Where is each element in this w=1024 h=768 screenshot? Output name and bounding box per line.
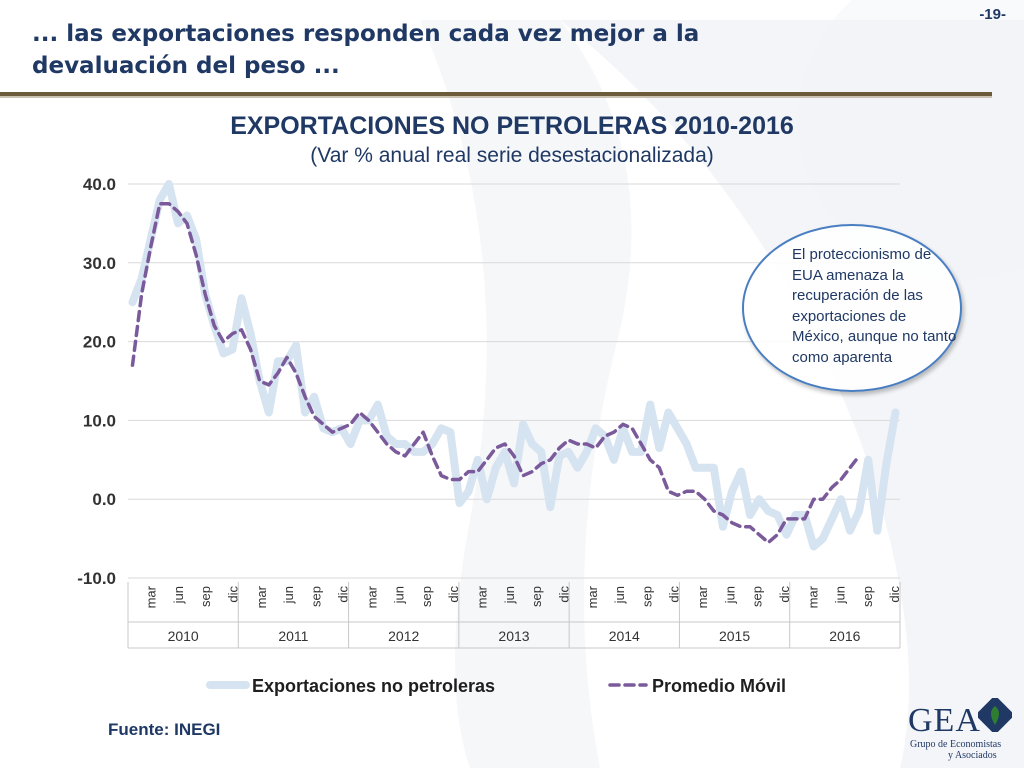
legend-label: Promedio Móvil xyxy=(652,676,786,696)
x-month-label: jun xyxy=(502,586,517,604)
x-month-label: jun xyxy=(612,586,627,604)
x-month-label: sep xyxy=(860,586,875,607)
logo-wordmark: GEA xyxy=(908,702,981,739)
legend-label: Exportaciones no petroleras xyxy=(252,676,495,696)
x-month-label: sep xyxy=(308,586,323,607)
x-month-label: jun xyxy=(833,586,848,604)
x-year-label: 2013 xyxy=(498,628,529,644)
x-year-label: 2015 xyxy=(719,628,750,644)
x-month-label: jun xyxy=(171,586,186,604)
x-month-label: sep xyxy=(419,586,434,607)
x-month-label: dic xyxy=(446,586,461,603)
x-month-label: mar xyxy=(585,585,600,608)
y-tick-label: 10.0 xyxy=(83,411,116,430)
y-tick-label: 20.0 xyxy=(83,333,116,352)
x-year-label: 2011 xyxy=(278,628,308,644)
x-month-label: dic xyxy=(777,586,792,603)
x-year-label: 2014 xyxy=(609,628,640,644)
x-year-label: 2010 xyxy=(168,628,199,644)
source-note: Fuente: INEGI xyxy=(108,720,221,739)
title-divider xyxy=(0,92,992,98)
x-month-label: mar xyxy=(364,585,379,608)
x-month-label: sep xyxy=(750,586,765,607)
x-month-label: dic xyxy=(887,586,902,603)
x-year-label: 2012 xyxy=(388,628,419,644)
x-month-label: sep xyxy=(639,586,654,607)
x-month-label: mar xyxy=(805,585,820,608)
x-month-label: dic xyxy=(225,586,240,603)
x-month-label: dic xyxy=(667,586,682,603)
y-tick-label: 0.0 xyxy=(92,490,116,509)
x-month-label: jun xyxy=(281,586,296,604)
page-number: -19- xyxy=(979,6,1006,23)
x-month-label: jun xyxy=(392,586,407,604)
chart-title: EXPORTACIONES NO PETROLERAS 2010-2016 xyxy=(230,112,794,140)
x-month-label: sep xyxy=(529,586,544,607)
x-month-label: sep xyxy=(198,586,213,607)
x-month-label: mar xyxy=(254,585,269,608)
divider-bar xyxy=(0,92,992,96)
logo-leaf-icon xyxy=(978,698,1012,732)
y-tick-label: 40.0 xyxy=(83,175,116,194)
divider-shadow xyxy=(0,96,992,98)
logo-subtitle-line2: y Asociados xyxy=(948,750,997,761)
gea-logo: GEA Grupo de Economistas y Asociados xyxy=(908,696,1016,761)
y-tick-label: 30.0 xyxy=(83,254,116,273)
x-month-label: mar xyxy=(144,585,159,608)
x-month-label: mar xyxy=(475,585,490,608)
callout-ellipse xyxy=(742,224,962,392)
slide-title: ... las exportaciones responden cada vez… xyxy=(32,21,700,79)
x-month-label: mar xyxy=(695,585,710,608)
logo-subtitle-line1: Grupo de Economistas xyxy=(910,739,1002,750)
x-month-label: jun xyxy=(722,586,737,604)
callout-text: El proteccionismo de EUA amenaza la recu… xyxy=(792,246,957,366)
chart-subtitle: (Var % anual real serie desestacionaliza… xyxy=(310,144,714,167)
x-year-label: 2016 xyxy=(829,628,860,644)
series-promedio-movil-line xyxy=(130,201,861,545)
y-tick-label: -10.0 xyxy=(77,569,116,588)
x-month-label: dic xyxy=(556,586,571,603)
x-month-label: dic xyxy=(336,586,351,603)
